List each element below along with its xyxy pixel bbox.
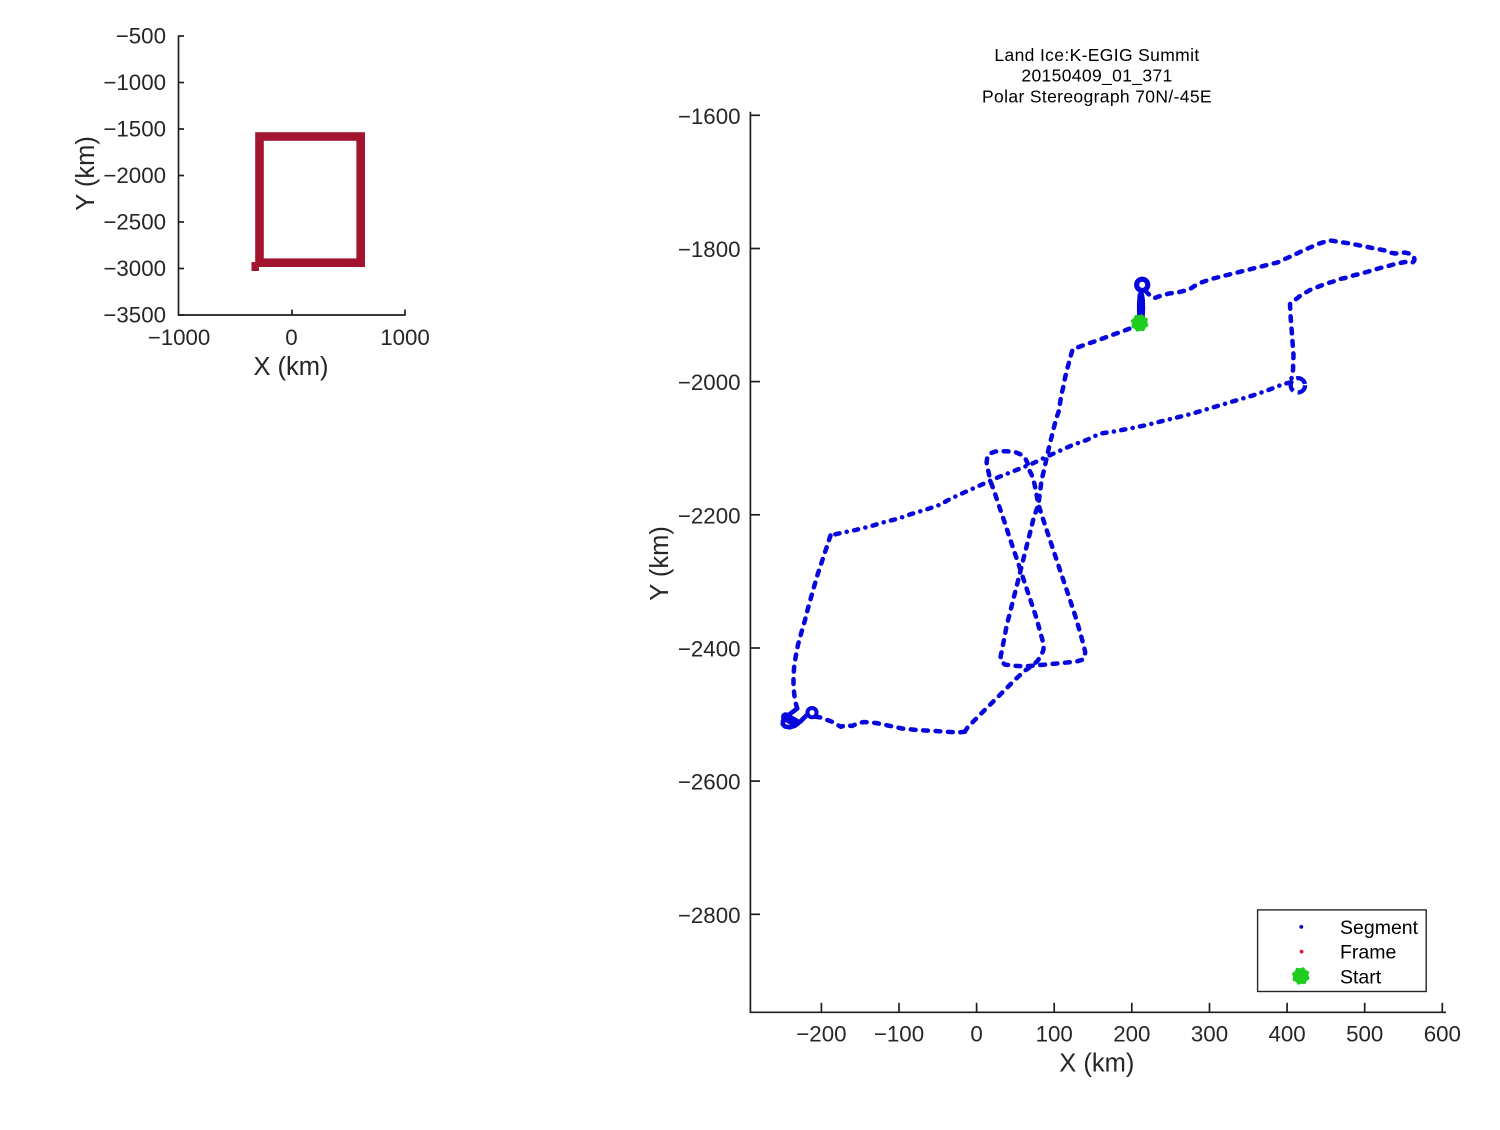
- svg-text:−1600: −1600: [678, 104, 741, 129]
- svg-text:−1000: −1000: [148, 325, 211, 350]
- svg-text:−2400: −2400: [678, 637, 741, 662]
- svg-text:300: 300: [1191, 1022, 1228, 1047]
- svg-text:400: 400: [1268, 1022, 1305, 1047]
- svg-text:−2600: −2600: [678, 770, 741, 795]
- svg-text:100: 100: [1036, 1022, 1073, 1047]
- svg-text:−1500: −1500: [103, 117, 166, 142]
- svg-text:600: 600: [1424, 1022, 1461, 1047]
- svg-text:200: 200: [1113, 1022, 1150, 1047]
- svg-text:20150409_01_371: 20150409_01_371: [1021, 66, 1172, 87]
- svg-text:−100: −100: [874, 1022, 924, 1047]
- svg-text:−2800: −2800: [678, 903, 741, 928]
- svg-text:Polar Stereograph 70N/-45E: Polar Stereograph 70N/-45E: [982, 87, 1212, 107]
- svg-text:500: 500: [1346, 1022, 1383, 1047]
- svg-text:−500: −500: [116, 24, 166, 49]
- svg-text:Y (km): Y (km): [646, 526, 674, 601]
- svg-text:−2000: −2000: [103, 163, 166, 188]
- svg-text:−2000: −2000: [678, 370, 741, 395]
- svg-text:−200: −200: [796, 1022, 846, 1047]
- svg-text:Y (km): Y (km): [72, 136, 100, 211]
- svg-text:−2500: −2500: [103, 210, 166, 235]
- svg-text:Segment: Segment: [1340, 917, 1419, 939]
- svg-text:−3000: −3000: [103, 256, 166, 281]
- svg-text:Frame: Frame: [1340, 942, 1396, 964]
- svg-text:X (km): X (km): [253, 353, 328, 381]
- svg-text:−3500: −3500: [103, 303, 166, 328]
- svg-text:−1000: −1000: [103, 70, 166, 95]
- svg-text:−1800: −1800: [678, 237, 741, 262]
- svg-text:0: 0: [285, 325, 297, 350]
- svg-text:−2200: −2200: [678, 503, 741, 528]
- svg-text:1000: 1000: [380, 325, 430, 350]
- svg-text:X (km): X (km): [1059, 1050, 1134, 1078]
- svg-text:Land Ice:K-EGIG Summit: Land Ice:K-EGIG Summit: [994, 45, 1199, 65]
- svg-text:0: 0: [970, 1022, 982, 1047]
- svg-text:Start: Start: [1340, 966, 1382, 988]
